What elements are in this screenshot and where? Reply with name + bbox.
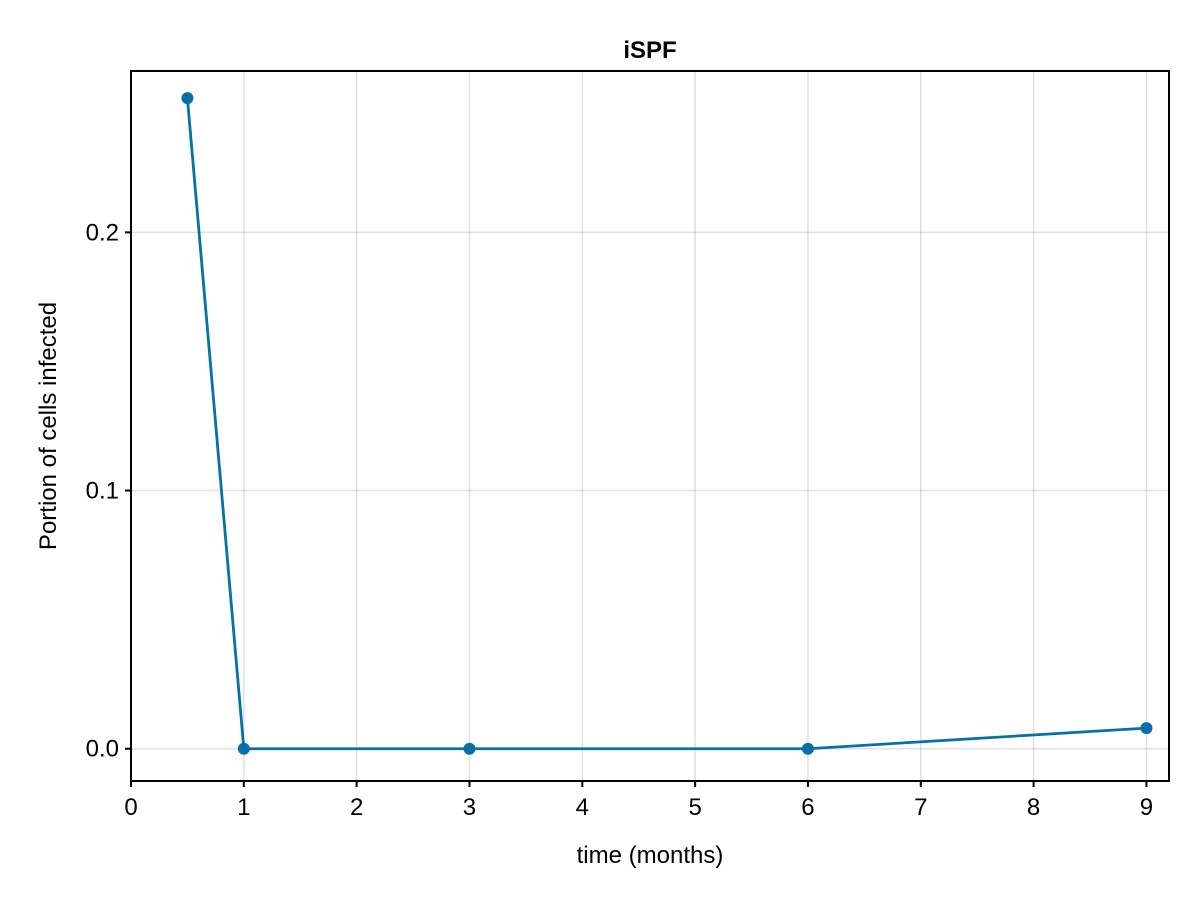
data-point bbox=[801, 742, 814, 755]
y-tick-label: 0.2 bbox=[86, 219, 119, 246]
x-tick-label: 4 bbox=[576, 794, 589, 821]
data-point bbox=[181, 92, 194, 105]
data-point bbox=[1140, 722, 1153, 735]
x-tick-label: 1 bbox=[237, 794, 250, 821]
axis-ticks: 0 1 2 3 4 5 6 7 8 9 0.0 0.1 0.2 bbox=[86, 219, 1153, 821]
data-point bbox=[237, 742, 250, 755]
x-tick-label: 7 bbox=[914, 794, 927, 821]
x-axis-title: time (months) bbox=[577, 842, 724, 869]
x-tick-label: 6 bbox=[801, 794, 814, 821]
x-tick-label: 9 bbox=[1140, 794, 1153, 821]
x-tick-label: 8 bbox=[1027, 794, 1040, 821]
data-point bbox=[463, 742, 476, 755]
chart-title: iSPF bbox=[623, 37, 676, 64]
x-tick-label: 2 bbox=[350, 794, 363, 821]
y-tick-label: 0.0 bbox=[86, 736, 119, 763]
x-tick-label: 0 bbox=[124, 794, 137, 821]
plot-frame bbox=[130, 70, 1170, 782]
x-tick-label: 3 bbox=[463, 794, 476, 821]
y-axis-title: Portion of cells infected bbox=[35, 302, 62, 550]
grid bbox=[130, 71, 1169, 781]
x-tick-label: 5 bbox=[688, 794, 701, 821]
series-layer bbox=[181, 92, 1153, 755]
y-tick-label: 0.1 bbox=[86, 478, 119, 505]
series-line bbox=[186, 97, 1147, 751]
